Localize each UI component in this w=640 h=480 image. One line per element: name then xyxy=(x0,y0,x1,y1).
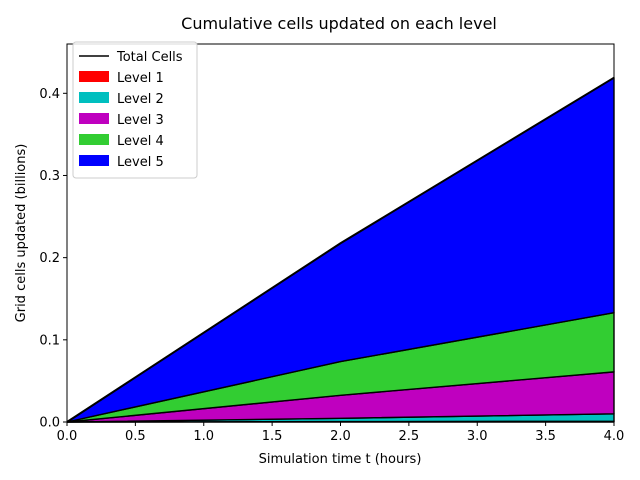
x-tick-label: 3.5 xyxy=(535,429,556,444)
y-axis: 0.0 0.1 0.2 0.3 0.4 xyxy=(39,87,67,431)
y-tick-label: 0.0 xyxy=(39,416,60,431)
legend-label-level-2: Level 2 xyxy=(117,92,164,107)
y-tick-label: 0.2 xyxy=(39,251,60,266)
x-tick-label: 1.0 xyxy=(193,429,214,444)
legend-swatch-level-5 xyxy=(79,155,109,166)
legend-swatch-level-1 xyxy=(79,71,109,82)
y-tick-label: 0.3 xyxy=(39,169,60,184)
legend-label-level-3: Level 3 xyxy=(117,113,164,128)
x-tick-label: 2.0 xyxy=(330,429,351,444)
x-tick-label: 2.5 xyxy=(399,429,420,444)
y-tick-label: 0.1 xyxy=(39,333,60,348)
legend-label-total: Total Cells xyxy=(116,50,183,65)
legend-label-level-5: Level 5 xyxy=(117,155,164,170)
total-cells-line xyxy=(66,76,615,423)
total-line-group xyxy=(66,76,615,423)
x-axis-label: Simulation time t (hours) xyxy=(259,452,422,467)
legend-label-level-4: Level 4 xyxy=(117,134,164,149)
x-axis: 0.0 0.5 1.0 1.5 2.0 2.5 3.0 3.5 4.0 xyxy=(57,422,625,444)
y-axis-label: Grid cells updated (billions) xyxy=(14,144,29,323)
legend-swatch-level-2 xyxy=(79,92,109,103)
x-tick-label: 3.0 xyxy=(467,429,488,444)
x-tick-label: 0.0 xyxy=(57,429,78,444)
x-tick-label: 0.5 xyxy=(125,429,146,444)
x-tick-label: 4.0 xyxy=(604,429,625,444)
legend-label-level-1: Level 1 xyxy=(117,71,164,86)
x-tick-label: 1.5 xyxy=(262,429,283,444)
legend-swatch-level-4 xyxy=(79,134,109,145)
legend-swatch-level-3 xyxy=(79,113,109,124)
legend: Total Cells Level 1 Level 2 Level 3 Level 4 L… xyxy=(72,41,198,179)
y-tick-label: 0.4 xyxy=(39,87,60,102)
chart-title: Cumulative cells updated on each level xyxy=(181,14,497,33)
